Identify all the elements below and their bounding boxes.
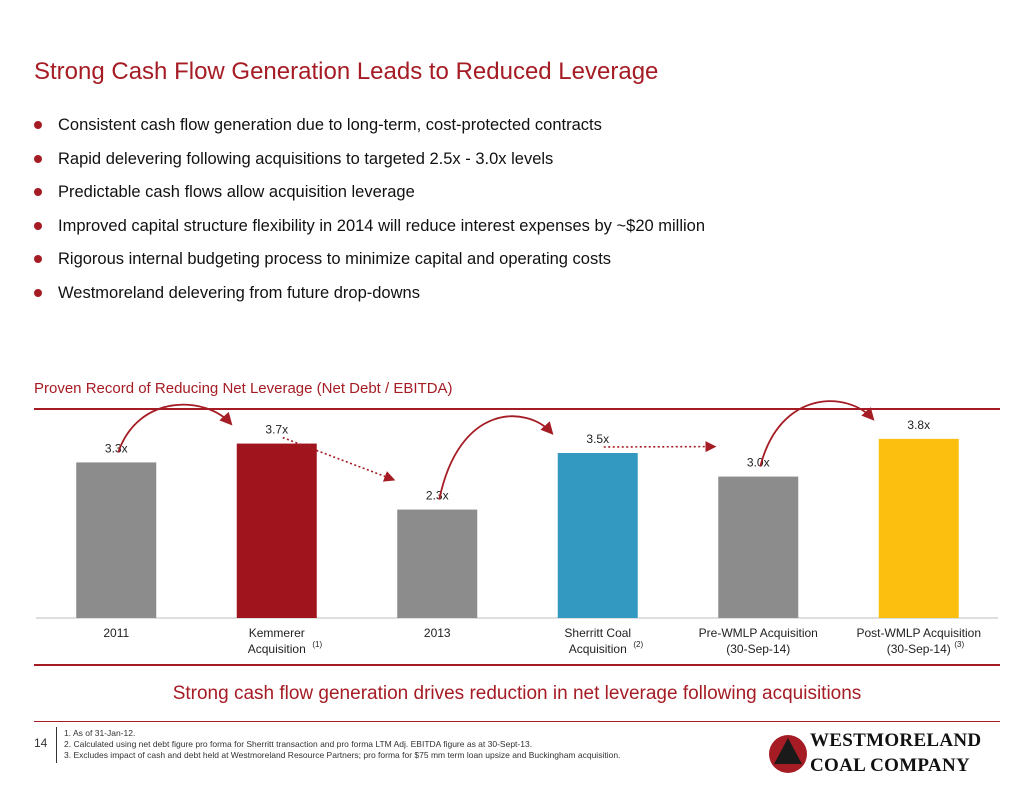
chart-section-title: Proven Record of Reducing Net Leverage (… <box>34 380 453 397</box>
page-title: Strong Cash Flow Generation Leads to Red… <box>34 58 659 85</box>
tagline: Strong cash flow generation drives reduc… <box>172 683 862 704</box>
page-number: 14 <box>34 736 48 750</box>
bar-4 <box>557 453 638 618</box>
bullet-list: Consistent cash flow generation due to l… <box>34 112 705 314</box>
bullet-item: Westmoreland delevering from future drop… <box>34 280 705 314</box>
bar-value-label: 3.3x <box>105 441 128 455</box>
red-triangle-circle-logo-icon <box>769 735 807 773</box>
footnote-marker: (2) <box>633 640 643 649</box>
bullet-item: Consistent cash flow generation due to l… <box>34 112 705 146</box>
bullet-item: Rapid delevering following acquisitions … <box>34 146 705 180</box>
bullet-dot-icon <box>34 188 42 197</box>
footnote-marker: (3) <box>954 640 964 649</box>
category-label-line2: (30-Sep-14) <box>726 642 790 656</box>
decrease-arrow-icon <box>282 436 396 482</box>
category-label-line1: 2013 <box>424 626 451 640</box>
bullet-item: Improved capital structure flexibility i… <box>34 213 705 247</box>
leverage-bar-chart: 3.3x 2011 3.7x Kemmerer Acquisition (1) 2.3x 20… <box>36 400 998 656</box>
category-label-line1: Kemmerer <box>249 626 305 640</box>
bar-value-label: 3.5x <box>586 432 609 446</box>
bullet-dot-icon <box>34 255 42 264</box>
bar-6 <box>878 438 959 618</box>
footer-rule <box>34 721 1000 722</box>
footnote-1: 1. As of 31-Jan-12. <box>64 728 136 738</box>
footer-divider <box>56 727 57 763</box>
category-label-line2: Acquisition <box>569 642 627 656</box>
increase-arrow-icon <box>117 403 233 453</box>
footnote-3: 3. Excludes impact of cash and debt held… <box>64 750 621 760</box>
logo-line1: WESTMORELAND <box>810 730 982 751</box>
bullet-dot-icon <box>34 154 42 163</box>
bar-value-label: 2.3x <box>426 489 449 503</box>
bullet-dot-icon <box>34 221 42 230</box>
bar-2 <box>236 443 317 618</box>
company-logo: WESTMORELAND COAL COMPANY <box>768 728 998 780</box>
category-label-line1: Pre-WMLP Acquisition <box>699 626 818 640</box>
bullet-dot-icon <box>34 121 42 129</box>
bar-value-label: 3.7x <box>265 423 288 437</box>
footnotes: 1. As of 31-Jan-12. 2. Calculated using … <box>64 728 620 761</box>
bullet-dot-icon <box>34 288 42 297</box>
section-top-rule <box>34 408 1000 410</box>
bar-1 <box>76 462 157 618</box>
bar-value-label: 3.0x <box>747 456 770 470</box>
bar-3 <box>397 509 478 618</box>
footnote-marker: (1) <box>312 640 322 649</box>
bullet-item: Predictable cash flows allow acquisition… <box>34 179 705 213</box>
category-label-line1: 2011 <box>103 626 129 640</box>
increase-arrow-icon <box>759 400 875 467</box>
bar-value-label: 3.8x <box>907 418 930 432</box>
logo-line2: COAL COMPANY <box>810 755 970 776</box>
bar-5 <box>718 476 799 618</box>
category-label-line2: (30-Sep-14) <box>887 642 951 656</box>
footnote-2: 2. Calculated using net debt figure pro … <box>64 739 533 749</box>
increase-arrow-icon <box>438 415 554 500</box>
category-label-line1: Sherritt Coal <box>564 626 631 640</box>
category-label-line2: Acquisition <box>248 642 306 656</box>
chart-bottom-rule <box>34 664 1000 666</box>
category-label-line1: Post-WMLP Acquisition <box>857 626 982 640</box>
bullet-item: Rigorous internal budgeting process to m… <box>34 246 705 280</box>
